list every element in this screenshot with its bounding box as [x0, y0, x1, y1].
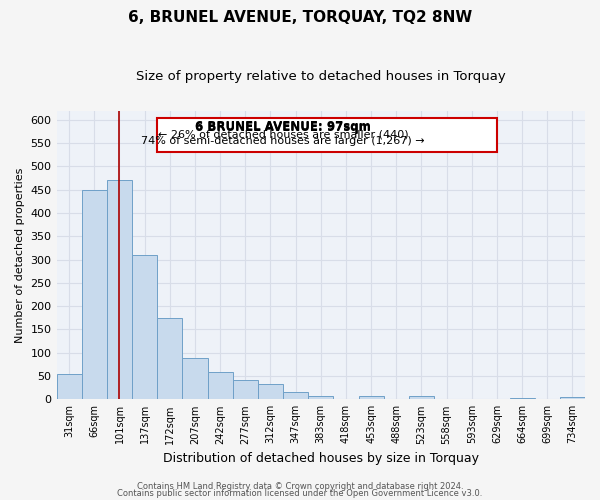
Bar [409, 396, 434, 400]
Text: ← 26% of detached houses are smaller (440): ← 26% of detached houses are smaller (44… [158, 129, 409, 139]
Bar [283, 392, 308, 400]
Text: Contains public sector information licensed under the Open Government Licence v3: Contains public sector information licen… [118, 489, 482, 498]
Text: 74% of semi-detached houses are larger (1,267) →: 74% of semi-detached houses are larger (… [141, 136, 425, 146]
Bar [82, 190, 107, 400]
Text: 6 BRUNEL AVENUE: 97sqm: 6 BRUNEL AVENUE: 97sqm [195, 122, 371, 134]
Text: 6, BRUNEL AVENUE, TORQUAY, TQ2 8NW: 6, BRUNEL AVENUE, TORQUAY, TQ2 8NW [128, 10, 472, 25]
Bar [560, 397, 585, 400]
Bar [157, 318, 182, 400]
X-axis label: Distribution of detached houses by size in Torquay: Distribution of detached houses by size … [163, 452, 479, 465]
Bar [359, 396, 383, 400]
Bar [233, 380, 258, 400]
FancyBboxPatch shape [157, 118, 497, 152]
Bar [308, 396, 334, 400]
Bar [132, 255, 157, 400]
Bar [107, 180, 132, 400]
Y-axis label: Number of detached properties: Number of detached properties [15, 167, 25, 342]
Text: Contains HM Land Registry data © Crown copyright and database right 2024.: Contains HM Land Registry data © Crown c… [137, 482, 463, 491]
Text: 6 BRUNEL AVENUE: 97sqm: 6 BRUNEL AVENUE: 97sqm [195, 120, 371, 133]
Title: Size of property relative to detached houses in Torquay: Size of property relative to detached ho… [136, 70, 506, 83]
Bar [182, 358, 208, 400]
Bar [56, 374, 82, 400]
Bar [208, 372, 233, 400]
Bar [509, 398, 535, 400]
Bar [258, 384, 283, 400]
